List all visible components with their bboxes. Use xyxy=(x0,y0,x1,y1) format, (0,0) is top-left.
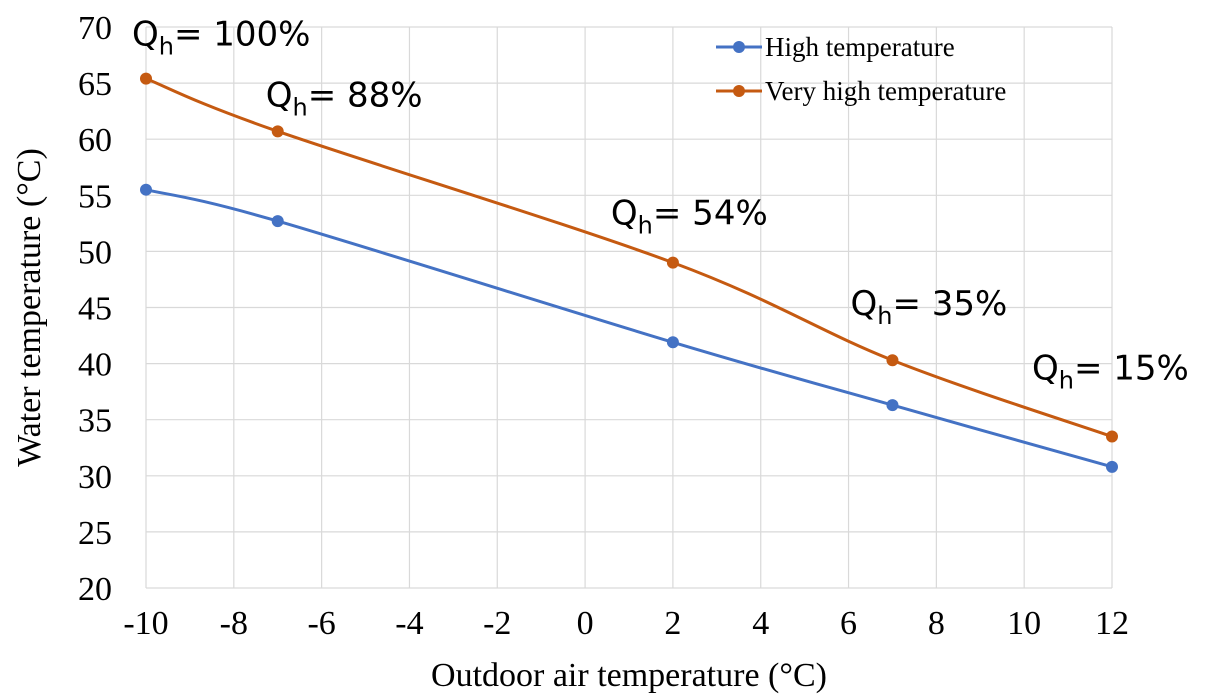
legend: High temperature Very high temperature xyxy=(716,32,1006,106)
annotation-label: Qh= 100% xyxy=(132,15,310,61)
data-point xyxy=(140,183,152,196)
x-tick-label: -2 xyxy=(483,605,511,642)
annotation-label: Qh= 15% xyxy=(1032,349,1189,395)
data-point xyxy=(666,336,679,349)
x-tick-label: 0 xyxy=(577,605,594,642)
x-tick-label: -4 xyxy=(395,605,423,642)
legend-label: Very high temperature xyxy=(765,76,1006,106)
grid xyxy=(145,26,1113,589)
annotation-label: Qh= 54% xyxy=(611,194,768,240)
data-point xyxy=(271,125,284,138)
data-point xyxy=(886,354,899,367)
x-tick-label: 6 xyxy=(840,605,857,642)
x-tick-label: 4 xyxy=(752,605,769,642)
x-tick-label: -10 xyxy=(123,605,168,642)
y-tick-label: 20 xyxy=(78,571,112,608)
x-tick-label: -6 xyxy=(307,605,335,642)
y-tick-label: 40 xyxy=(78,347,112,384)
annotation-label: Qh= 35% xyxy=(850,284,1007,330)
y-tick-label: 65 xyxy=(78,66,112,103)
data-point xyxy=(1106,460,1118,473)
x-tick-labels: -10 -8 -6 -4 -2 0 2 4 6 8 10 12 xyxy=(123,605,1129,642)
y-tick-label: 60 xyxy=(78,122,112,159)
y-tick-label: 50 xyxy=(78,234,112,271)
y-tick-label: 55 xyxy=(78,178,112,215)
data-point xyxy=(271,215,284,228)
data-point xyxy=(1106,430,1118,443)
legend-swatch-marker xyxy=(733,85,745,97)
y-tick-labels: 20 25 30 35 40 45 50 55 60 65 70 xyxy=(78,10,112,608)
x-axis-title: Outdoor air temperature (°C) xyxy=(431,657,827,694)
legend-item-1: High temperature xyxy=(716,32,955,62)
series-layer xyxy=(140,72,1118,473)
annotation-label: Qh= 88% xyxy=(266,75,423,121)
y-tick-label: 45 xyxy=(78,291,112,328)
x-tick-label: 10 xyxy=(1007,605,1041,642)
legend-swatch-marker xyxy=(733,41,745,53)
x-tick-label: -8 xyxy=(220,605,248,642)
x-tick-label: 12 xyxy=(1095,605,1129,642)
y-tick-label: 25 xyxy=(78,515,112,552)
y-axis-title: Water temperature (°C) xyxy=(11,148,48,467)
legend-label: High temperature xyxy=(765,32,955,62)
data-point xyxy=(666,256,679,269)
series-line-2 xyxy=(145,77,1113,438)
y-tick-label: 70 xyxy=(78,10,112,47)
data-point xyxy=(886,399,899,412)
y-tick-label: 30 xyxy=(78,459,112,496)
annotations: Qh= 100% Qh= 88% Qh= 54% Qh= 35% Qh= 15% xyxy=(132,15,1189,395)
x-tick-label: 8 xyxy=(928,605,945,642)
x-tick-label: 2 xyxy=(664,605,681,642)
y-tick-label: 35 xyxy=(78,403,112,440)
data-point xyxy=(140,72,152,85)
legend-item-2: Very high temperature xyxy=(716,76,1006,106)
